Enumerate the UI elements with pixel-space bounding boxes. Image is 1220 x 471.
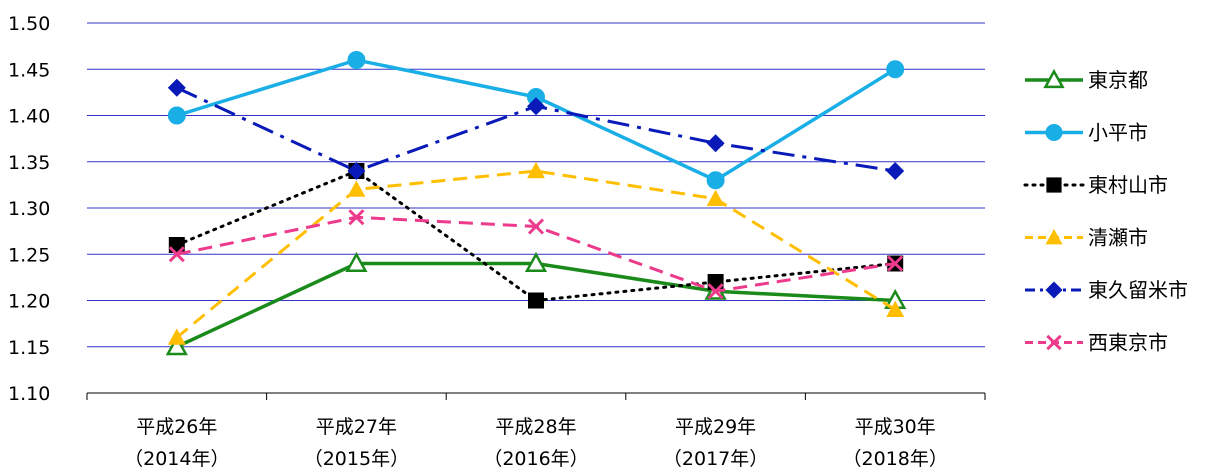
data-point-marker — [167, 328, 186, 345]
data-point-marker — [347, 162, 366, 180]
y-tick-label: 1.35 — [8, 152, 50, 174]
legend-label: 小平市 — [1088, 121, 1148, 145]
y-tick-label: 1.40 — [8, 106, 50, 128]
x-tick-label-year: （2017年） — [663, 448, 768, 470]
x-tick-label-year: （2014年） — [124, 448, 229, 470]
data-point-marker — [527, 162, 545, 179]
data-point-marker — [167, 78, 186, 97]
x-tick-label-year: （2015年） — [304, 448, 409, 470]
data-point-marker — [886, 60, 905, 79]
legend-item: 東京都 — [1025, 68, 1148, 92]
legend-label: 東久留米市 — [1088, 278, 1188, 302]
series-lines — [165, 51, 907, 356]
y-tick-label: 1.45 — [8, 59, 50, 81]
data-point-marker — [1045, 281, 1063, 299]
series-line — [175, 169, 896, 339]
series-1 — [167, 51, 905, 190]
series-4 — [167, 78, 905, 180]
series-2 — [168, 163, 904, 309]
legend-item: 西東京市 — [1025, 331, 1168, 355]
data-point-marker — [168, 246, 185, 263]
data-point-marker — [528, 292, 544, 309]
data-point-marker — [706, 189, 725, 206]
data-point-marker — [527, 218, 545, 235]
legend-label: 西東京市 — [1088, 331, 1168, 355]
axes: 1.10 1.15 1.20 1.25 1.30 1.35 1.40 1.45 1.50 平成26… — [8, 13, 986, 470]
y-tick-label: 1.15 — [8, 337, 50, 359]
data-point-marker — [347, 51, 366, 69]
data-point-marker — [706, 134, 725, 153]
data-point-marker — [1046, 334, 1062, 351]
x-tick-label-year: （2018年） — [843, 448, 948, 470]
x-tick-label: 平成27年 — [316, 416, 397, 438]
legend-item: 東久留米市 — [1025, 278, 1188, 302]
y-tick-label: 1.30 — [8, 198, 50, 220]
x-tick-label: 平成30年 — [855, 416, 936, 438]
data-point-marker — [527, 88, 545, 106]
data-point-marker — [1045, 228, 1063, 245]
data-point-marker — [165, 335, 188, 356]
data-point-marker — [706, 171, 725, 190]
series-3 — [167, 162, 905, 345]
x-tick-label: 平成26年 — [136, 416, 217, 438]
data-point-marker — [524, 251, 548, 272]
legend-item: 清瀬市 — [1025, 226, 1148, 250]
data-point-marker — [1045, 123, 1063, 142]
x-tick-label: 平成29年 — [675, 416, 756, 438]
data-point-marker — [887, 255, 904, 272]
x-tick-label-year: （2016年） — [483, 448, 588, 470]
legend-item: 小平市 — [1025, 121, 1148, 145]
legend-item: 東村山市 — [1023, 173, 1168, 197]
data-point-marker — [347, 180, 366, 197]
data-point-marker — [345, 251, 368, 272]
data-point-marker — [348, 209, 365, 226]
x-tick-label: 平成28年 — [495, 416, 576, 438]
data-point-marker — [886, 162, 905, 180]
y-tick-label: 1.50 — [8, 13, 50, 35]
data-point-marker — [886, 300, 905, 317]
data-point-marker — [167, 106, 186, 125]
data-point-marker — [1043, 68, 1065, 89]
legend-label: 東京都 — [1088, 68, 1148, 92]
y-tick-label: 1.20 — [8, 291, 50, 313]
legend-label: 清瀬市 — [1088, 226, 1148, 250]
data-point-marker — [527, 97, 545, 116]
y-tick-label: 1.25 — [8, 244, 50, 266]
data-point-marker — [707, 283, 724, 300]
data-point-marker — [1046, 177, 1062, 193]
series-5 — [168, 209, 904, 300]
y-tick-label: 1.10 — [8, 383, 50, 405]
legend-label: 東村山市 — [1088, 173, 1168, 197]
